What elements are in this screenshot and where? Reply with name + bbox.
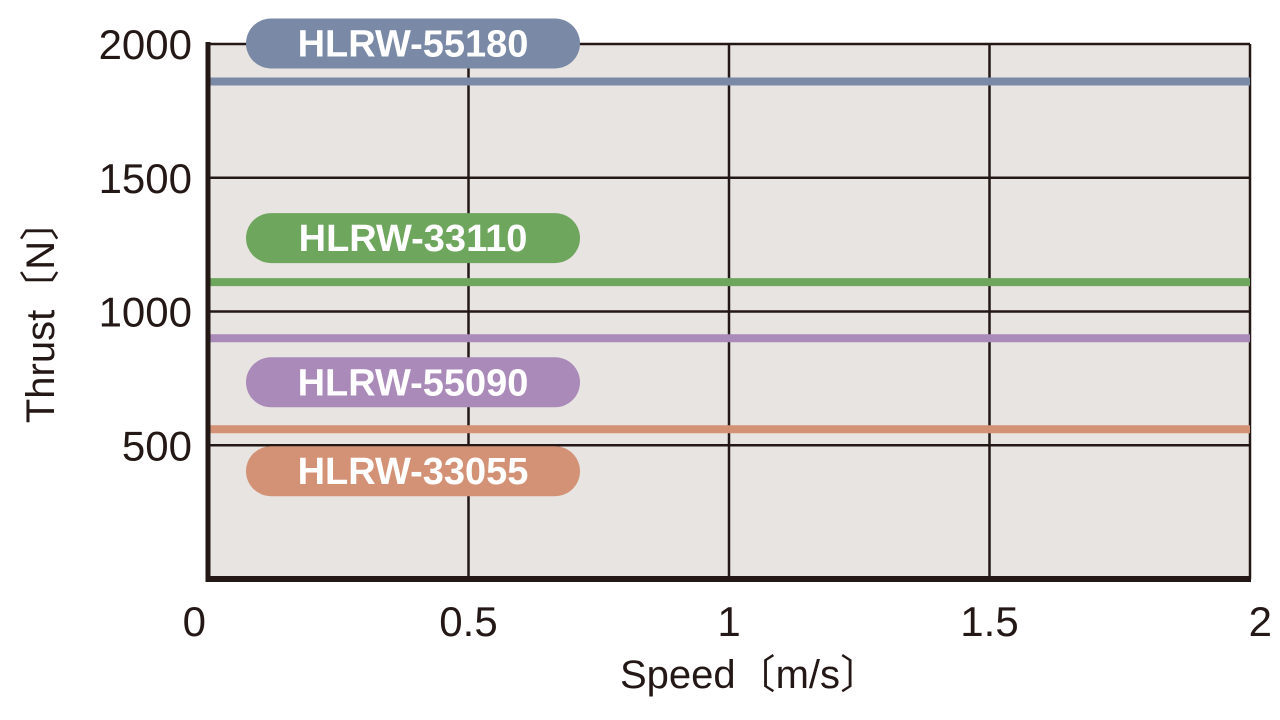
series-label-text: HLRW-55180 <box>298 23 529 65</box>
series-label-text: HLRW-33110 <box>299 218 528 260</box>
y-tick-label: 500 <box>122 422 192 469</box>
series-label-hlrw-33055: HLRW-33055 <box>246 446 580 497</box>
series-label-hlrw-33110: HLRW-33110 <box>246 213 580 264</box>
x-tick-label: 2 <box>1249 598 1272 645</box>
y-tick-label: 1500 <box>99 155 192 202</box>
y-axis-title: Thrust〔N〕 <box>19 201 63 423</box>
axes <box>205 42 1251 582</box>
y-tick-label: 1000 <box>99 289 192 336</box>
x-tick-label: 1 <box>717 598 740 645</box>
x-axis-title: Speed〔m/s〕 <box>620 653 880 697</box>
series-label-hlrw-55090: HLRW-55090 <box>246 357 580 408</box>
y-tick-label: 2000 <box>99 21 192 68</box>
x-tick-label: 0 <box>183 598 206 645</box>
series-label-pill <box>246 213 580 264</box>
series-label-hlrw-55180: HLRW-55180 <box>246 18 580 69</box>
series-label-text: HLRW-55090 <box>298 362 529 404</box>
series-labels: HLRW-55180 HLRW-33110 HLRW-55090 HLRW-33055 <box>246 18 580 497</box>
tick-labels: 0 0.5 1 1.5 2 500 1000 1500 2000 <box>99 21 1272 645</box>
x-tick-label: 0.5 <box>439 598 497 645</box>
series-label-text: HLRW-33055 <box>298 451 529 493</box>
series-label-pill <box>246 446 580 497</box>
series-label-pill <box>246 357 580 408</box>
x-tick-label: 1.5 <box>960 598 1018 645</box>
series-label-pill <box>246 18 580 69</box>
series-lines <box>208 77 1250 434</box>
